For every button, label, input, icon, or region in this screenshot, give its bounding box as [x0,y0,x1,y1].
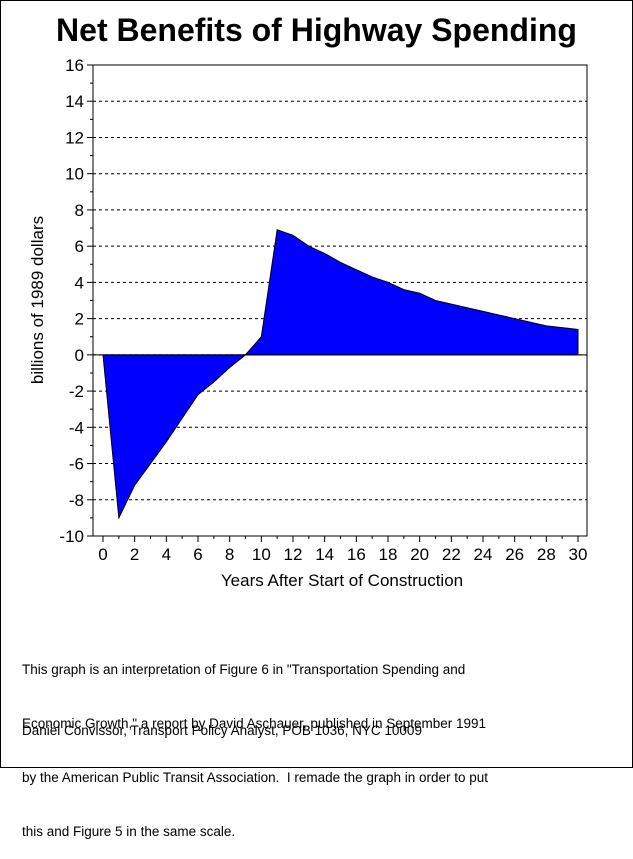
y-tick-label: 16 [65,56,84,75]
y-tick-label: -10 [59,527,84,546]
y-tick-label: 0 [75,346,84,365]
x-tick-label: 12 [284,545,303,564]
y-tick-label: 4 [75,273,84,292]
y-tick-label: 2 [75,310,84,329]
y-tick-label: 10 [65,165,84,184]
y-tick-label: 14 [65,92,84,111]
x-tick-label: 8 [225,545,234,564]
note-line: This graph is an interpretation of Figur… [22,661,488,679]
y-tick-label: 12 [65,128,84,147]
x-tick-label: 24 [474,545,493,564]
source-note: This graph is an interpretation of Figur… [22,625,488,859]
y-tick-label: 8 [75,201,84,220]
x-tick-label: 26 [505,545,524,564]
y-tick-label: 6 [75,237,84,256]
x-tick-label: 30 [569,545,588,564]
y-tick-label: -4 [69,418,84,437]
author-credit: Daniel Convissor, Transport Policy Analy… [22,723,422,738]
x-tick-label: 2 [130,545,139,564]
x-tick-label: 4 [162,545,171,564]
net-benefit-area [103,230,578,518]
x-axis-label: Years After Start of Construction [221,571,463,590]
note-line: by the American Public Transit Associati… [22,769,488,787]
y-tick-label: -8 [69,491,84,510]
note-line: this and Figure 5 in the same scale. [22,823,488,841]
x-tick-label: 0 [98,545,107,564]
x-tick-label: 18 [379,545,398,564]
data-area [103,230,578,518]
x-tick-label: 28 [537,545,556,564]
x-tick-label: 16 [347,545,366,564]
x-tick-label: 6 [193,545,202,564]
x-tick-label: 10 [252,545,271,564]
y-axis-label: billions of 1989 dollars [28,216,47,384]
x-tick-label: 14 [315,545,334,564]
x-tick-label: 22 [442,545,461,564]
y-tick-label: -2 [69,382,84,401]
y-tick-label: -6 [69,455,84,474]
x-tick-label: 20 [410,545,429,564]
